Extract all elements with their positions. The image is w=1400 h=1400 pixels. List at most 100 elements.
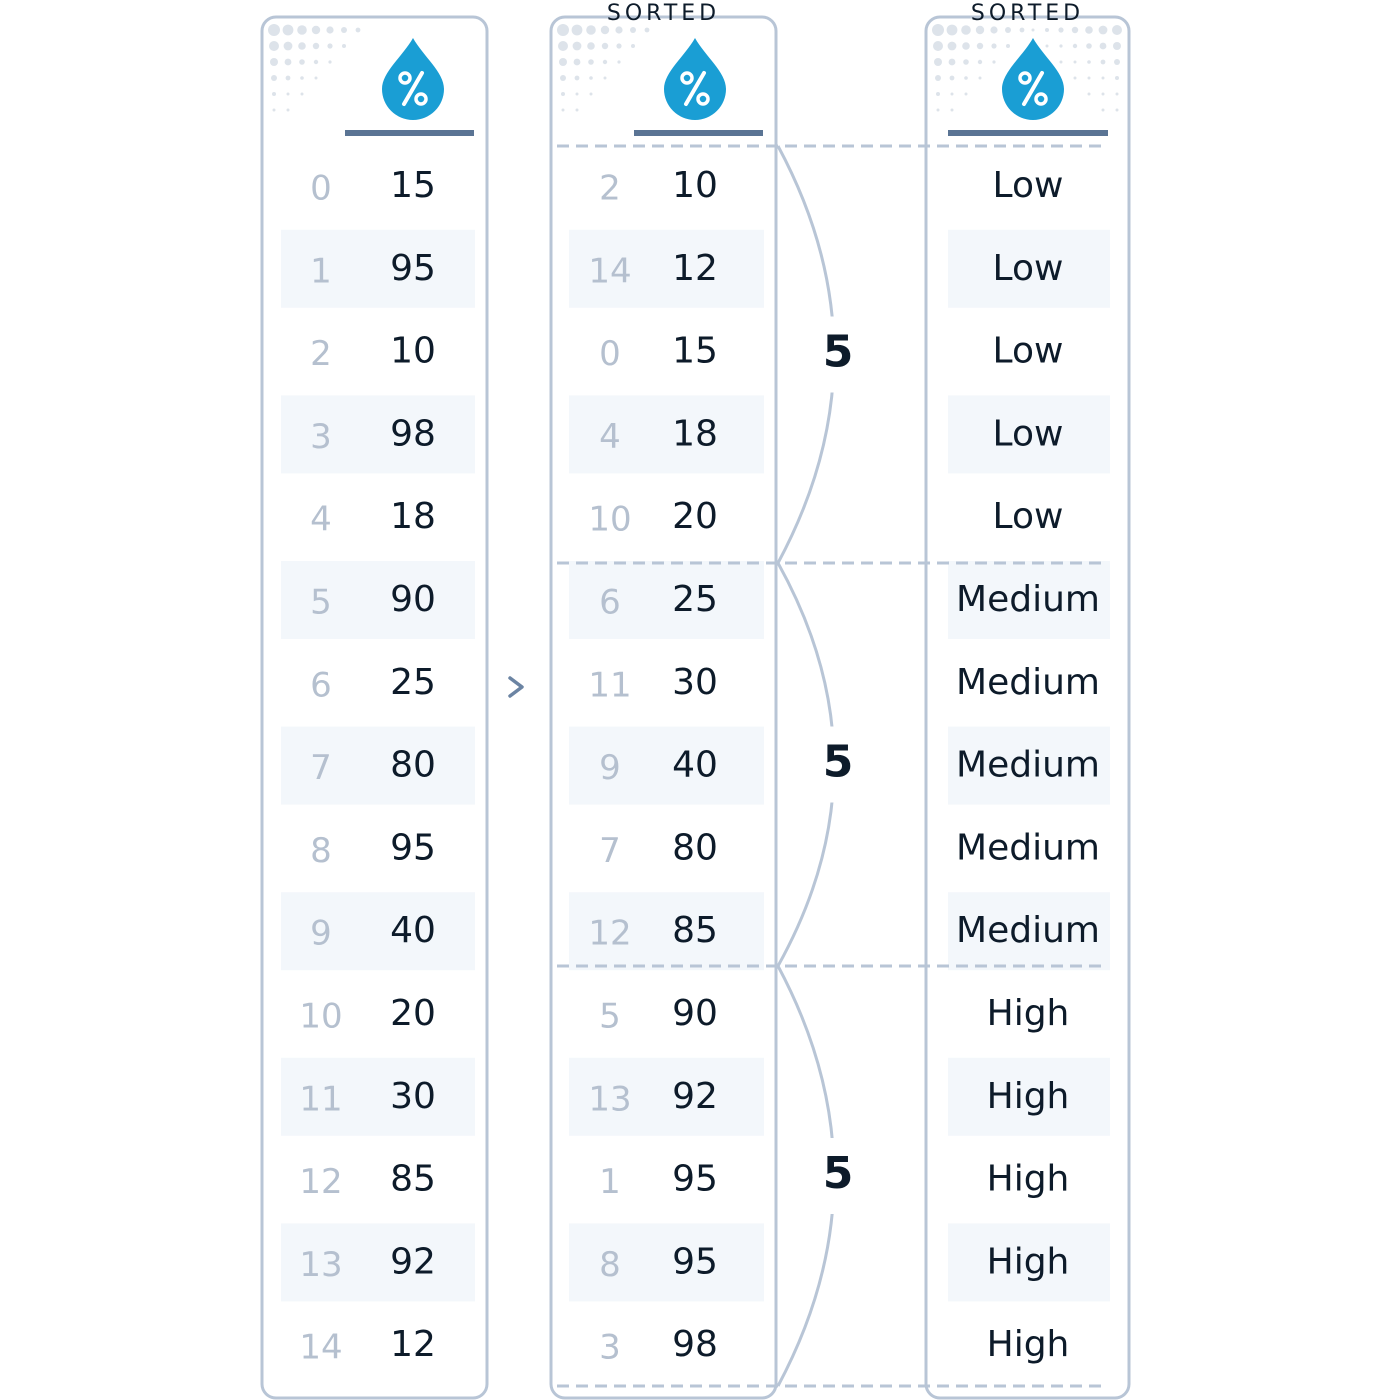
- row-shade: [281, 1057, 475, 1136]
- dot-pattern: [1072, 43, 1078, 49]
- row-shade: [281, 229, 475, 308]
- row-index: 6: [599, 583, 621, 623]
- dot-pattern: [644, 27, 650, 33]
- dot-pattern: [285, 75, 291, 81]
- row-index: 0: [599, 334, 621, 374]
- dot-pattern: [1071, 26, 1079, 34]
- dot-pattern: [298, 42, 306, 50]
- column-header: SORTED: [971, 1, 1084, 26]
- brace-gap: [815, 1138, 865, 1214]
- row-index: 0: [310, 169, 332, 209]
- dot-pattern: [560, 75, 566, 81]
- row-shade: [281, 726, 475, 805]
- group-count: 5: [823, 327, 854, 378]
- row-shade: [948, 1057, 1110, 1136]
- dot-pattern: [300, 92, 304, 96]
- dot-pattern: [1073, 60, 1077, 64]
- dot-pattern: [558, 41, 568, 51]
- row-index: 10: [299, 997, 342, 1037]
- row-index: 1: [310, 251, 332, 291]
- dot-pattern: [268, 24, 280, 36]
- dot-pattern: [617, 60, 621, 64]
- drop-icon: [382, 38, 444, 120]
- dot-pattern: [284, 58, 292, 66]
- row-index: 2: [599, 169, 621, 209]
- dot-pattern: [992, 60, 996, 64]
- row-shade: [281, 561, 475, 639]
- row-value: 92: [672, 1076, 718, 1117]
- dot-pattern: [1115, 108, 1119, 112]
- dot-pattern: [947, 41, 957, 51]
- dot-pattern: [603, 76, 607, 80]
- row-value: 25: [390, 662, 436, 703]
- dot-pattern: [975, 25, 985, 35]
- column-frame: [924, 15, 1131, 1400]
- percent-dot: [680, 71, 694, 85]
- dot-pattern: [575, 108, 579, 112]
- row-index: 4: [599, 417, 621, 457]
- row-index: 13: [299, 1245, 342, 1285]
- row-shade: [569, 1223, 764, 1302]
- row-label: High: [987, 1324, 1070, 1365]
- row-value: 20: [672, 496, 718, 537]
- row-shade: [948, 892, 1110, 971]
- dot-pattern: [283, 41, 293, 51]
- dot-pattern: [328, 60, 332, 64]
- dot-pattern: [950, 92, 954, 96]
- dot-pattern: [270, 58, 278, 66]
- row-value: 85: [390, 1159, 436, 1200]
- dot-pattern: [934, 58, 942, 66]
- dot-pattern: [271, 75, 277, 81]
- dot-pattern: [272, 92, 276, 96]
- row-shade: [281, 395, 475, 474]
- dot-pattern: [1058, 27, 1064, 33]
- brace-gap: [815, 726, 865, 803]
- dot-pattern: [1059, 60, 1063, 64]
- percent-slash: [402, 71, 424, 106]
- row-value: 15: [672, 331, 718, 372]
- dot-pattern: [978, 76, 982, 80]
- row-index: 14: [588, 251, 631, 291]
- row-label: Low: [993, 331, 1064, 372]
- row-value: 30: [390, 1076, 436, 1117]
- dot-pattern: [588, 59, 594, 65]
- row-index: 5: [599, 997, 621, 1037]
- dot-pattern: [962, 42, 970, 50]
- dot-pattern: [286, 92, 290, 96]
- dot-pattern: [572, 41, 582, 51]
- dot-pattern: [312, 42, 320, 50]
- row-index: 8: [599, 1245, 621, 1285]
- row-index: 10: [588, 500, 631, 540]
- dot-pattern: [286, 108, 290, 112]
- dot-pattern: [631, 44, 635, 48]
- dot-pattern: [326, 26, 334, 34]
- row-shade: [569, 561, 764, 639]
- dot-pattern: [1086, 43, 1092, 49]
- row-label: High: [987, 1076, 1070, 1117]
- dot-pattern: [1087, 60, 1091, 64]
- row-label: High: [987, 1241, 1070, 1282]
- dot-pattern: [1087, 92, 1091, 96]
- dot-pattern: [342, 44, 346, 48]
- dot-pattern: [313, 59, 319, 65]
- row-shade: [948, 726, 1110, 805]
- dot-pattern: [561, 92, 565, 96]
- dot-pattern: [946, 24, 958, 36]
- row-index: 9: [310, 914, 332, 954]
- row-value: 10: [390, 331, 436, 372]
- row-value: 30: [672, 662, 718, 703]
- dot-pattern: [950, 108, 954, 112]
- dot-pattern: [327, 43, 333, 49]
- row-label: Medium: [956, 662, 1100, 703]
- row-value: 12: [390, 1324, 436, 1365]
- dot-pattern: [600, 25, 610, 35]
- dot-pattern: [574, 75, 580, 81]
- row-shade: [948, 1223, 1110, 1302]
- dot-pattern: [559, 58, 567, 66]
- row-index: 2: [310, 334, 332, 374]
- row-index: 4: [310, 500, 332, 540]
- dot-pattern: [977, 59, 983, 65]
- dot-pattern: [1045, 44, 1049, 48]
- dot-pattern: [933, 41, 943, 51]
- dot-pattern: [1101, 76, 1105, 80]
